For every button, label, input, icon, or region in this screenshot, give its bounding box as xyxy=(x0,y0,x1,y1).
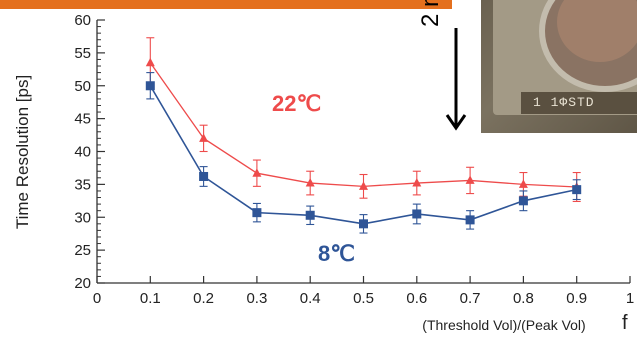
series-line xyxy=(149,62,577,188)
photo-label: 1 1ΦSTD xyxy=(533,95,595,110)
x-tick-labels: 0 0.1 0.2 0.3 0.4 0.5 0.6 0.7 0.8 0.9 1 xyxy=(93,290,634,307)
x-tick-label: 1 xyxy=(626,290,634,307)
series-layer xyxy=(145,37,582,234)
sensor-photo: 1 1ΦSTD xyxy=(481,0,637,133)
data-point xyxy=(305,178,315,187)
data-point xyxy=(518,196,528,206)
data-point xyxy=(305,210,315,220)
series-label-8c: 8℃ xyxy=(318,241,355,266)
photo-label-strip xyxy=(521,92,637,114)
x-tick-label: 0.7 xyxy=(460,290,481,307)
data-point xyxy=(572,185,582,195)
y-axis-label: Time Resolution [ps] xyxy=(13,75,32,229)
series-22c xyxy=(145,37,582,203)
data-point xyxy=(359,219,368,229)
x-tick-label: 0.4 xyxy=(300,290,321,307)
top-accent-bar xyxy=(0,0,452,9)
arrow-text: 2 n xyxy=(417,0,444,27)
x-tick-label: 0.1 xyxy=(140,290,161,307)
series-label-22c: 22℃ xyxy=(272,91,321,116)
y-tick-labels: 20 25 30 35 40 45 50 55 60 xyxy=(74,12,91,292)
x-tick-label: 0.9 xyxy=(566,290,587,307)
x-tick-label: 0 xyxy=(93,290,101,307)
y-tick-label: 50 xyxy=(74,78,91,95)
photo-sensor xyxy=(557,0,637,62)
y-tick-label: 25 xyxy=(74,242,91,259)
series-line xyxy=(149,85,577,225)
data-point xyxy=(252,208,262,218)
data-point xyxy=(252,168,262,177)
y-tick-label: 55 xyxy=(74,45,91,62)
data-point xyxy=(145,57,155,67)
data-point xyxy=(465,215,475,225)
series-8c xyxy=(145,72,582,234)
x-axis-label: (Threshold Vol)/(Peak Vol) xyxy=(422,317,585,333)
data-point xyxy=(465,175,475,184)
y-tick-label: 20 xyxy=(74,275,91,292)
data-point xyxy=(412,209,422,219)
chart-axes xyxy=(96,19,631,284)
y-tick-label: 35 xyxy=(74,176,91,193)
x-tick-label: 0.5 xyxy=(353,290,374,307)
data-point xyxy=(412,178,422,187)
data-point xyxy=(359,181,368,190)
data-point xyxy=(145,81,155,91)
arrow-head xyxy=(445,114,467,131)
x-tick-label: 0.6 xyxy=(406,290,427,307)
data-point xyxy=(199,133,209,142)
down-arrow xyxy=(445,28,467,131)
y-tick-label: 30 xyxy=(74,209,91,226)
y-tick-label: 45 xyxy=(74,111,91,128)
y-tick-label: 40 xyxy=(74,144,91,161)
x-tick-label: 0.3 xyxy=(246,290,267,307)
x-tick-label: 0.8 xyxy=(513,290,534,307)
data-point xyxy=(518,179,528,188)
x-tick-label: 0.2 xyxy=(193,290,214,307)
data-point xyxy=(199,171,209,181)
y-tick-label: 60 xyxy=(74,12,91,29)
x-axis-label-suffix: f xyxy=(622,312,628,334)
